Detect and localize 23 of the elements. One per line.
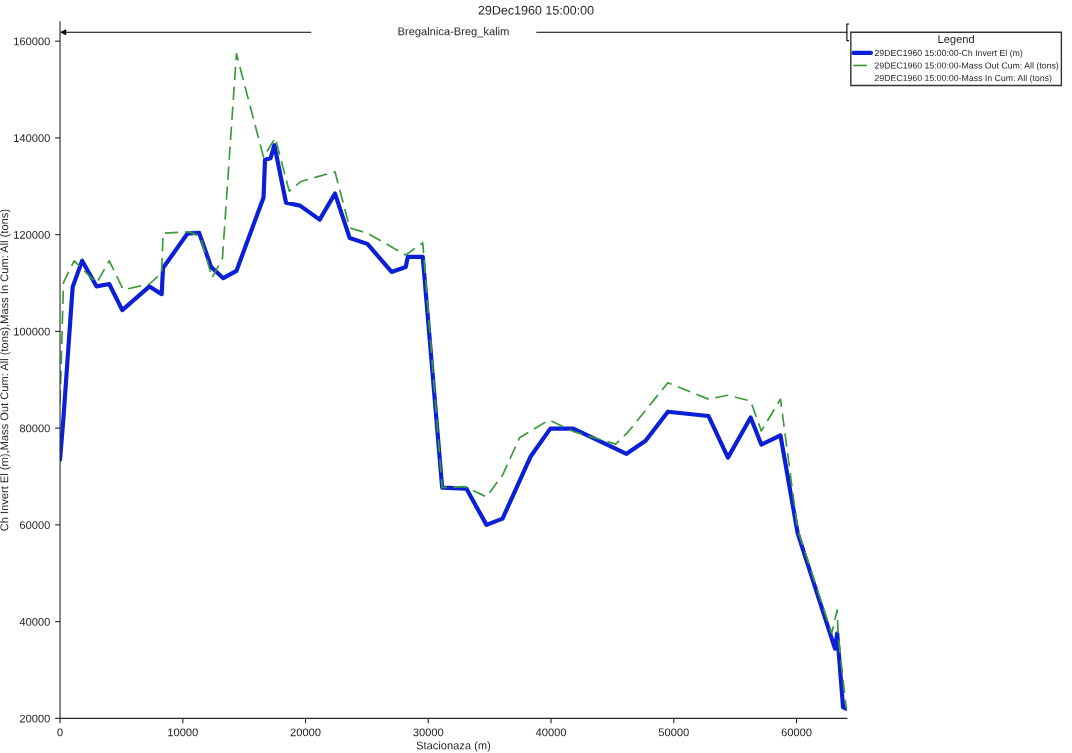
y-tick-label: 20000 [19,714,50,723]
legend-label: 29DEC1960 15:00:00-Ch Invert El (m) [874,49,1023,58]
y-tick-label: 60000 [19,521,50,530]
legend-label: 29DEC1960 15:00:00-Mass Out Cum: All (tons) [874,62,1059,71]
y-tick-label: 80000 [19,424,50,433]
chart-title: 29Dec1960 15:00:00 [478,5,594,15]
annotation: Bregalnica-Breg_kalim [398,27,509,38]
text: 29DEC1960 15:00:00-Mass In Cum: All (tons) [874,74,1052,83]
x-tick-label: 40000 [535,728,567,737]
x-tick-label: 10000 [168,728,198,737]
x-tick-label: 0 [57,728,63,737]
x-tick-label: 60000 [781,728,812,737]
y-tick-label: 140000 [14,134,50,143]
y-tick-label: 160000 [14,37,50,46]
y-tick-label: 120000 [14,230,50,239]
y-tick-label: 100000 [14,327,50,336]
y-axis-title: Ch Invert El (m),Mass Out Cum: All (tons),Mass In Cum: All (tons) [0,209,11,531]
x-tick-label: 50000 [658,728,689,737]
x-tick-label: 30000 [413,728,444,737]
legend-title: Legend [938,34,974,46]
x-tick-label: 20000 [290,728,321,737]
y-tick-label: 40000 [19,617,50,626]
x-axis-title: Stacionaza (m) [416,741,491,752]
